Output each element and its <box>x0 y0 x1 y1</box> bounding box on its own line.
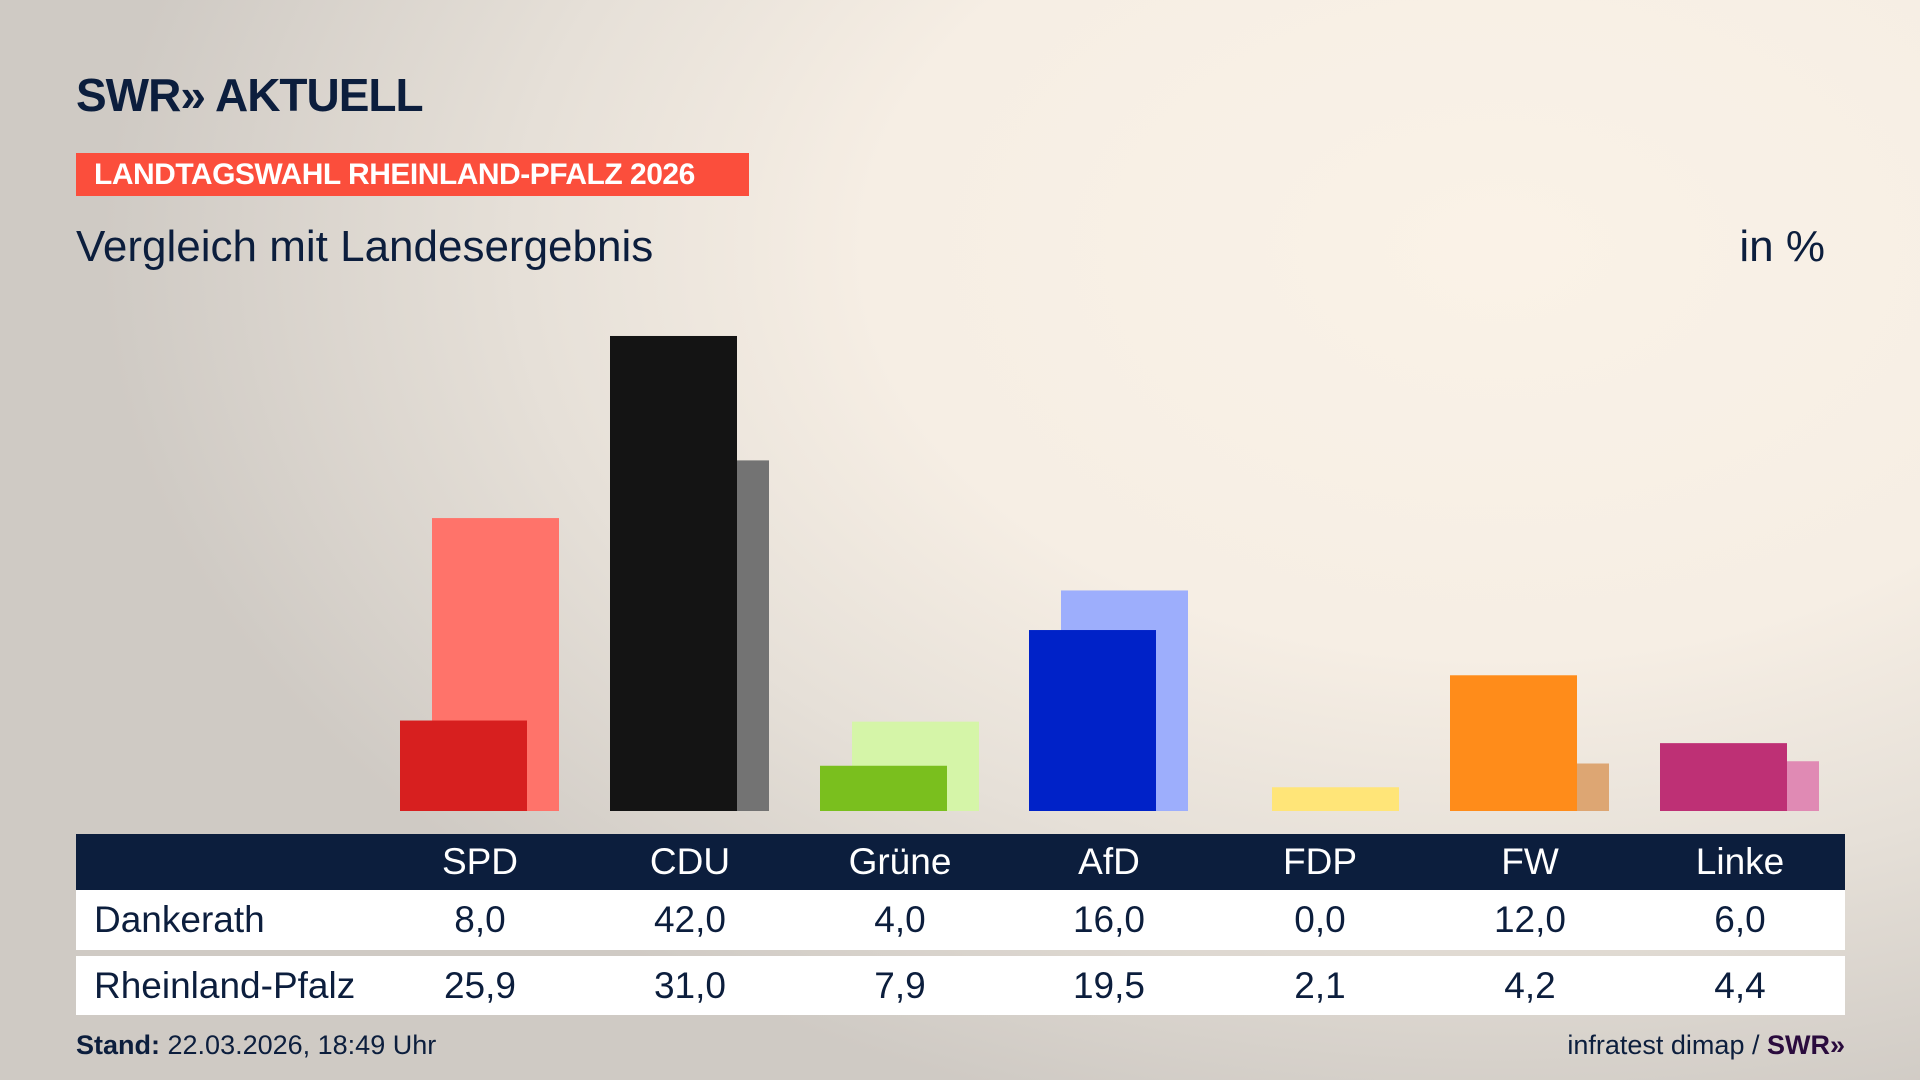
chart-title: Vergleich mit Landesergebnis <box>76 222 654 271</box>
source: infratest dimap / SWR» <box>1567 1030 1845 1061</box>
table-header: SPD CDU Grüne AfD FDP FW Linke <box>76 834 1845 890</box>
value-cell: 4,2 <box>1504 964 1556 1006</box>
bar-afd-dankerath <box>1029 630 1156 811</box>
bar-cdu-dankerath <box>610 335 737 811</box>
table-row-dankerath: Dankerath 8,0 42,0 4,0 16,0 0,0 12,0 6,0 <box>76 890 1845 950</box>
row-label: Dankerath <box>94 899 265 940</box>
timestamp: Stand: 22.03.2026, 18:49 Uhr <box>76 1030 436 1061</box>
column-header: SPD <box>441 841 519 882</box>
stand-value: 22.03.2026, 18:49 Uhr <box>167 1030 437 1060</box>
column-header: CDU <box>649 841 731 882</box>
value-cell: 31,0 <box>653 964 726 1006</box>
value-cell: 12,0 <box>1493 899 1566 940</box>
election-banner: LANDTAGSWAHL RHEINLAND-PFALZ 2026 <box>76 153 749 196</box>
value-cell: 0,0 <box>1294 899 1346 940</box>
column-header: Grüne <box>848 841 952 882</box>
bar-fw-dankerath <box>1450 675 1577 811</box>
bar-spd-dankerath <box>400 720 527 811</box>
table-row-rheinland-pfalz: Rheinland-Pfalz 25,9 31,0 7,9 19,5 2,1 4,2 4,4 <box>76 956 1845 1015</box>
value-cell: 6,0 <box>1714 899 1766 940</box>
column-header: FW <box>1501 841 1559 882</box>
value-cell: 7,9 <box>874 964 926 1006</box>
value-cell: 4,0 <box>874 899 926 940</box>
bar-linke-dankerath <box>1660 743 1787 811</box>
column-header: AfD <box>1078 841 1140 882</box>
column-header: FDP <box>1283 841 1357 882</box>
swr-aktuell-logo: SWR» AKTUELL <box>76 69 424 121</box>
value-cell: 25,9 <box>443 964 516 1006</box>
row-label: Rheinland-Pfalz <box>94 964 356 1006</box>
stand-label: Stand: <box>76 1030 160 1060</box>
swr-logo: SWR» <box>1766 1030 1845 1060</box>
unit-label: in % <box>1739 222 1825 271</box>
bar-grüne-dankerath <box>820 765 947 811</box>
value-cell: 19,5 <box>1072 964 1145 1006</box>
source-text: infratest dimap / <box>1567 1030 1760 1060</box>
bar-fdp-rheinland-pfalz <box>1272 787 1399 811</box>
column-header: Linke <box>1695 841 1785 882</box>
value-cell: 16,0 <box>1072 899 1145 940</box>
value-cell: 8,0 <box>454 899 506 940</box>
value-cell: 2,1 <box>1294 964 1346 1006</box>
value-cell: 42,0 <box>653 899 726 940</box>
value-cell: 4,4 <box>1714 964 1766 1006</box>
